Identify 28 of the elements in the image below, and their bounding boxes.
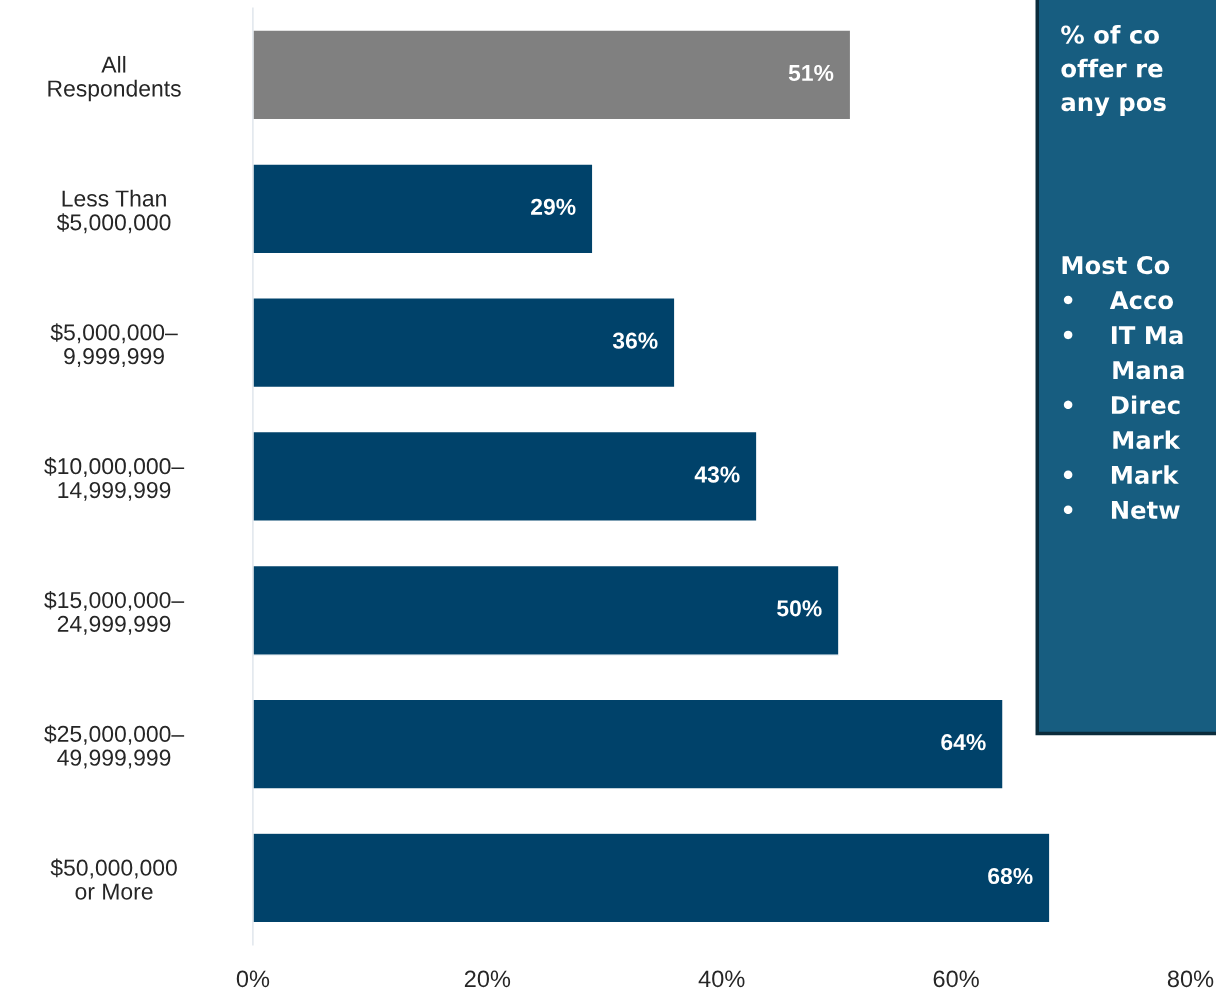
bar [252,430,758,522]
data-label: 64% [941,734,986,751]
data-label: 50% [777,600,822,617]
bar [252,29,852,121]
x-tick-label: 0% [236,970,270,988]
y-tick-label: $10,000,000– 14,999,999 [44,457,185,501]
y-tick-label: All Respondents [48,55,181,102]
bar [252,297,676,389]
x-tick-label: 60% [933,970,979,988]
bar [252,163,594,255]
data-label: 51% [788,64,834,82]
y-tick-label: Less Than $5,000,000 [56,189,171,234]
y-tick-label: $15,000,000– 24,999,999 [44,590,185,635]
data-label: 29% [531,198,576,215]
data-label: 43% [694,466,740,483]
data-label: 68% [988,867,1033,885]
y-tick-label: $5,000,000– 9,999,999 [50,323,178,368]
bar [252,698,1004,790]
y-tick-label: $50,000,000 or More [50,858,177,900]
annotation: % of co offer re any pos [1061,25,1166,117]
x-tick-label: 80% [1167,970,1214,988]
y-tick-label: $25,000,000– 49,999,999 [44,724,185,769]
bar [252,832,1051,924]
x-tick-label: 40% [698,970,745,988]
data-label: 36% [612,332,658,349]
x-tick-label: 20% [464,970,511,988]
annotation: Most Co • Acco • IT Ma Mana • Direc Mark • Mark • Netw [1062,255,1184,520]
bar [252,564,840,656]
